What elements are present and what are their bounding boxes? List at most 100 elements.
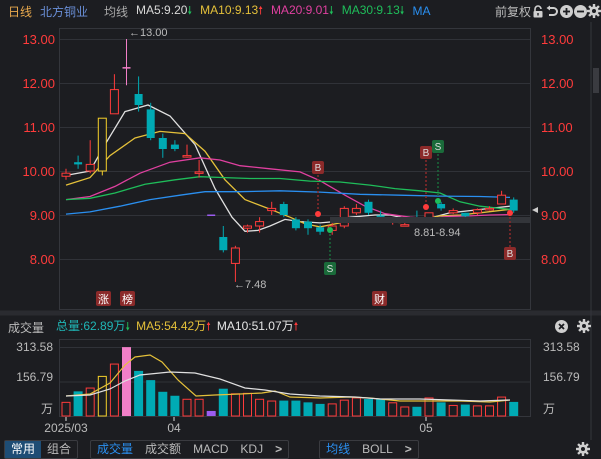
tab-macd[interactable]: MACD xyxy=(193,442,229,456)
price-axis-label-right: 9.00 xyxy=(541,208,566,223)
volume-bar xyxy=(134,370,144,416)
main-indicator-tabs: 均线 BOLL > xyxy=(319,440,419,459)
tab-combo[interactable]: 组合 xyxy=(47,442,72,456)
price-axis-label-left: 11.00 xyxy=(23,120,55,135)
candle xyxy=(255,217,265,233)
gear-icon[interactable] xyxy=(577,319,591,333)
volume-bar xyxy=(448,404,458,417)
volume-bar xyxy=(146,380,156,416)
candle xyxy=(182,144,192,158)
volume-bar xyxy=(327,403,337,417)
lock-icon[interactable] xyxy=(531,4,545,18)
event-tag[interactable]: 榜 xyxy=(120,291,135,306)
event-tag[interactable]: 涨 xyxy=(96,291,111,306)
volume-bar xyxy=(303,402,313,416)
volume-panel-frame xyxy=(59,339,531,417)
volume-axis-label-right: 313.58 xyxy=(543,340,580,354)
ma20-value: MA20:9.01🠗 xyxy=(270,2,334,17)
candle xyxy=(194,160,204,178)
chart-header: 日线 北方铜业 均线 MA5:9.20🠗 MA10:9.13🠕 MA20:9.0… xyxy=(0,0,601,22)
indicator-toolbar: 常用 组合 成交量 成交额 MACD KDJ > 均线 BOLL > xyxy=(0,440,601,459)
price-axis-label-right: 13.00 xyxy=(541,32,574,47)
ma10-value: MA10:9.13🠕 xyxy=(200,2,263,17)
candle xyxy=(219,226,228,253)
candle xyxy=(146,102,155,141)
volume-bar xyxy=(424,397,434,417)
buy-signal[interactable]: B xyxy=(312,161,324,217)
zoom-in-icon[interactable] xyxy=(559,4,573,18)
ma-line-ma5 xyxy=(65,104,511,232)
axis-labels: 13.00 13.00 12.00 12.00 11.00 11.00 10.00 10.00… xyxy=(16,32,580,435)
price-panel-frame xyxy=(59,28,531,310)
candle xyxy=(61,168,71,180)
tab-volume[interactable]: 成交量 xyxy=(97,442,134,456)
tab-kdj[interactable]: KDJ xyxy=(240,442,264,456)
period-selector[interactable]: 日线 xyxy=(8,4,33,19)
volume-bar xyxy=(400,406,410,417)
candle xyxy=(158,133,167,158)
arrow-up-icon: 🠕 xyxy=(258,4,263,17)
chevron-right-icon[interactable]: > xyxy=(275,442,283,456)
candle xyxy=(243,224,252,233)
volume-title[interactable]: 成交量 xyxy=(8,320,45,335)
candle xyxy=(437,201,446,211)
volume-bar xyxy=(267,400,277,417)
header-toolbar: 前复权 xyxy=(490,0,601,22)
tab-turnover[interactable]: 成交额 xyxy=(145,442,182,456)
svg-text:财: 财 xyxy=(374,292,385,306)
tab-boll[interactable]: BOLL xyxy=(362,442,393,456)
volume-axis-label-left: 万 xyxy=(41,402,53,416)
current-price-marker xyxy=(532,207,538,213)
adjust-selector[interactable]: 前复权 xyxy=(494,4,531,19)
candle xyxy=(461,212,470,218)
price-axis-label-right: 10.00 xyxy=(541,164,574,179)
ma5-value: MA5:9.20🠗 xyxy=(136,2,193,17)
volume-total: 总量:62.89万🠗 xyxy=(56,319,131,333)
ma-line-ma20 xyxy=(65,157,511,220)
ma-label[interactable]: 均线 xyxy=(104,4,129,19)
candle xyxy=(109,74,119,115)
high-price-label: ←13.00 xyxy=(129,27,168,39)
volume-bar xyxy=(509,401,519,416)
undo-icon[interactable] xyxy=(545,4,559,18)
volume-bar xyxy=(85,387,95,417)
volume-bar xyxy=(364,399,373,416)
arrow-down-icon: 🠗 xyxy=(125,321,131,333)
candle xyxy=(400,222,410,227)
close-indicator-icon[interactable] xyxy=(554,319,568,333)
x-axis-label: 2025/03 xyxy=(44,421,88,435)
buy-signal[interactable]: B xyxy=(504,210,516,260)
volume-bar xyxy=(460,404,470,416)
candle xyxy=(97,117,107,176)
volume-ma10: MA10:51.07万🠕 xyxy=(216,319,299,333)
volume-bar xyxy=(122,347,131,416)
tab-ma[interactable]: 均线 xyxy=(326,442,351,456)
stock-name[interactable]: 北方铜业 xyxy=(40,4,89,19)
volume-axis-label-left: 313.58 xyxy=(16,340,53,354)
arrow-down-icon: 🠗 xyxy=(328,4,334,17)
candlesticks xyxy=(61,39,518,282)
volume-bar xyxy=(182,398,192,417)
event-tag[interactable]: 财 xyxy=(372,291,387,306)
svg-text:S: S xyxy=(435,142,442,153)
arrow-down-icon: 🠗 xyxy=(399,4,405,17)
sell-signal[interactable]: S xyxy=(324,227,336,275)
gear-icon[interactable] xyxy=(576,442,590,456)
mode-switch: 常用 组合 xyxy=(4,440,79,459)
volume-bar xyxy=(485,405,494,417)
volume-bar xyxy=(388,402,398,417)
tab-common[interactable]: 常用 xyxy=(5,441,42,458)
x-axis-label: 05 xyxy=(419,421,433,435)
sell-signal[interactable]: S xyxy=(432,140,444,204)
chevron-right-icon[interactable]: > xyxy=(404,442,412,456)
sub-indicator-tabs: 成交量 成交额 MACD KDJ > xyxy=(90,440,290,459)
buy-signal[interactable]: B xyxy=(420,146,432,210)
candle xyxy=(230,245,240,282)
scrollbar-thumb[interactable] xyxy=(593,68,599,93)
volume-bar xyxy=(376,399,386,416)
svg-text:B: B xyxy=(315,163,322,174)
gear-icon[interactable] xyxy=(587,4,601,18)
zoom-out-icon[interactable] xyxy=(573,4,587,18)
volume-axis-label-right: 万 xyxy=(543,402,555,416)
